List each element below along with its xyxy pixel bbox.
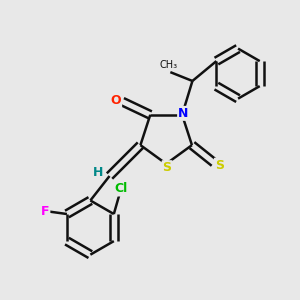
Text: O: O [110, 94, 121, 107]
Text: Cl: Cl [114, 182, 128, 196]
Text: CH₃: CH₃ [160, 60, 178, 70]
Text: H: H [93, 166, 104, 179]
Text: N: N [178, 107, 188, 120]
Text: S: S [215, 159, 224, 172]
Text: F: F [41, 205, 50, 218]
Text: S: S [163, 161, 172, 174]
